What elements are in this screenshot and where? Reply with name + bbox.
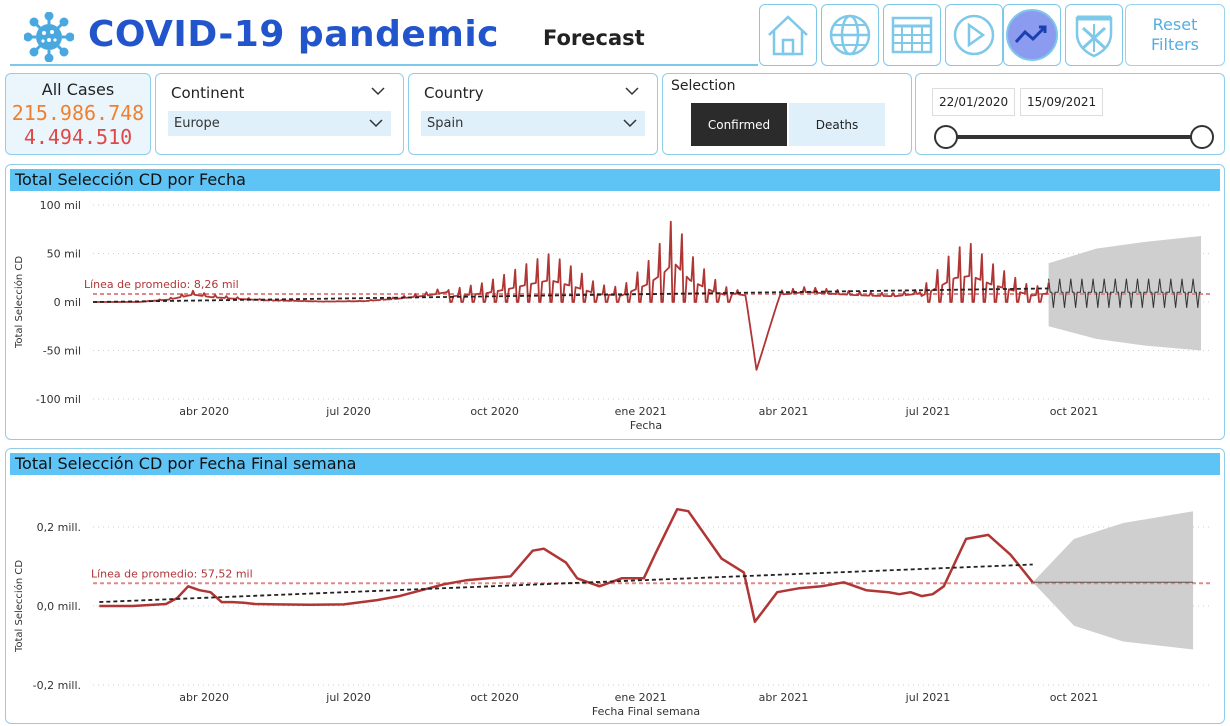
country-label: Country — [424, 84, 484, 102]
reset-label: Reset — [1152, 15, 1198, 34]
filters-label: Filters — [1151, 35, 1199, 54]
start-date-handle[interactable] — [934, 125, 958, 149]
trend-line — [99, 563, 1033, 603]
average-label: Línea de promedio: 8,26 mil — [84, 278, 239, 291]
selection-label: Selection — [671, 78, 736, 94]
x-tick-label: jul 2021 — [905, 405, 951, 418]
y-tick-label: 0,0 mill. — [37, 600, 81, 613]
all-cases-label: All Cases — [41, 80, 115, 99]
country-slicer: Country Spain — [408, 73, 658, 155]
forecast-line — [1048, 278, 1201, 308]
y-tick-label: -0,2 mill. — [33, 679, 81, 692]
play-icon — [953, 14, 995, 56]
series-line — [99, 507, 1034, 624]
daily-chart[interactable]: 100 mil 50 mil 0 mil -50 mil -100 mil abr 202… — [6, 165, 1225, 440]
x-tick-label: abr 2020 — [179, 691, 229, 704]
x-tick-label: abr 2020 — [179, 405, 229, 418]
university-button[interactable] — [1065, 4, 1123, 66]
y-tick-label: 50 mil — [47, 248, 81, 261]
end-date-input[interactable]: 15/09/2021 — [1020, 88, 1104, 116]
trend-icon — [1006, 9, 1058, 61]
chevron-down-icon[interactable] — [625, 86, 639, 96]
virus-icon — [24, 12, 74, 62]
x-tick-label: jul 2021 — [905, 691, 951, 704]
chevron-down-icon[interactable] — [371, 86, 385, 96]
all-cases-card: All Cases 215.986.748 4.494.510 — [5, 73, 151, 155]
globe-icon — [829, 14, 871, 56]
y-tick-label: 100 mil — [40, 199, 81, 212]
chevron-down-icon — [623, 119, 637, 128]
forecast-button[interactable] — [1003, 4, 1061, 66]
y-axis-label: Total Selección CD — [13, 560, 25, 653]
chevron-down-icon — [369, 119, 383, 128]
deaths-toggle[interactable]: Deaths — [789, 103, 885, 146]
x-tick-label: jul 2020 — [325, 405, 371, 418]
daily-chart-title: Total Selección CD por Fecha — [10, 169, 1220, 191]
reset-filters-button[interactable]: Reset Filters — [1125, 4, 1225, 66]
end-date-handle[interactable] — [1190, 125, 1214, 149]
weekly-chart-panel: Total Selección CD por Fecha Final seman… — [5, 448, 1225, 724]
home-icon — [768, 15, 808, 56]
daily-chart-panel: Total Selección CD por Fecha 100 mil 50 m… — [5, 164, 1225, 440]
forecast-band — [1032, 511, 1194, 650]
table-button[interactable] — [883, 4, 941, 66]
x-tick-label: oct 2020 — [470, 691, 519, 704]
play-button[interactable] — [945, 4, 1003, 66]
confirmed-count: 215.986.748 — [11, 101, 145, 125]
x-tick-label: oct 2020 — [470, 405, 519, 418]
weekly-chart-title: Total Selección CD por Fecha Final seman… — [10, 453, 1220, 475]
trend-line — [92, 287, 1049, 303]
page-title: Forecast — [543, 26, 645, 50]
continent-label: Continent — [171, 84, 245, 102]
header-bar: COVID-19 pandemic Forecast — [10, 4, 758, 66]
x-tick-label: oct 2021 — [1050, 691, 1099, 704]
x-tick-label: abr 2021 — [759, 691, 809, 704]
continent-value: Europe — [174, 116, 220, 131]
x-tick-label: ene 2021 — [615, 691, 667, 704]
university-shield-icon — [1075, 15, 1113, 58]
continent-dropdown[interactable]: Europe — [168, 111, 391, 136]
y-tick-label: -100 mil — [36, 393, 81, 406]
series-line — [93, 220, 1050, 371]
x-tick-label: jul 2020 — [325, 691, 371, 704]
date-range-slicer: 22/01/2020 15/09/2021 — [915, 73, 1225, 155]
y-axis-label: Total Selección CD — [13, 256, 25, 349]
globe-button[interactable] — [821, 4, 879, 66]
app-title: COVID-19 pandemic — [88, 14, 500, 55]
x-tick-label: abr 2021 — [759, 405, 809, 418]
y-tick-label: 0,2 mill. — [37, 521, 81, 534]
deaths-count: 4.494.510 — [23, 125, 133, 149]
x-tick-label: oct 2021 — [1050, 405, 1099, 418]
country-value: Spain — [427, 116, 464, 131]
y-tick-label: 0 mil — [54, 296, 81, 309]
average-label: Línea de promedio: 57,52 mil — [91, 567, 253, 580]
date-slider-track[interactable] — [946, 135, 1200, 139]
confirmed-toggle[interactable]: Confirmed — [691, 103, 787, 146]
weekly-chart[interactable]: 0,2 mill. 0,0 mill. -0,2 mill. abr 2020 jul … — [6, 449, 1225, 724]
continent-slicer: Continent Europe — [155, 73, 404, 155]
table-icon — [891, 16, 933, 54]
selection-slicer: Selection Confirmed Deaths — [662, 73, 912, 155]
x-tick-label: ene 2021 — [615, 405, 667, 418]
home-button[interactable] — [759, 4, 817, 66]
x-axis-label: Fecha — [630, 419, 662, 432]
country-dropdown[interactable]: Spain — [421, 111, 645, 136]
x-axis-label: Fecha Final semana — [592, 705, 700, 718]
start-date-input[interactable]: 22/01/2020 — [932, 88, 1016, 116]
y-tick-label: -50 mil — [43, 345, 81, 358]
